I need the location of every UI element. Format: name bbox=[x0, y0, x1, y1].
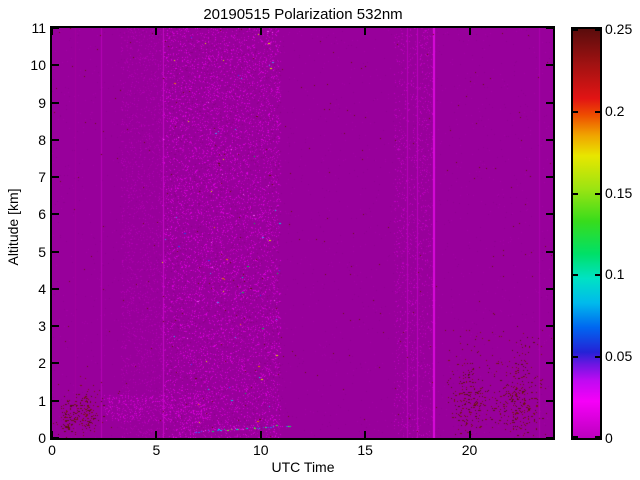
y-tick-label: 4 bbox=[38, 280, 46, 297]
y-tick-mark-right bbox=[546, 101, 553, 104]
x-tick-label: 10 bbox=[252, 442, 269, 458]
colorbar-tick-label: 0.1 bbox=[605, 266, 625, 283]
colorbar-tick-label: 0.25 bbox=[605, 21, 633, 37]
x-axis-label: UTC Time bbox=[271, 459, 335, 475]
y-tick-mark-right bbox=[546, 325, 553, 328]
colorbar-tick-label: 0.2 bbox=[605, 102, 625, 119]
y-tick-mark-right bbox=[546, 138, 553, 141]
y-tick-mark bbox=[52, 101, 59, 104]
colorbar-tick-mark bbox=[573, 110, 578, 113]
y-tick-mark bbox=[52, 399, 59, 402]
x-tick-mark-top bbox=[468, 28, 471, 35]
y-tick-mark bbox=[52, 325, 59, 328]
y-tick-mark-right bbox=[546, 27, 553, 29]
x-tick-label: 15 bbox=[357, 442, 373, 458]
x-tick-mark-top bbox=[51, 28, 53, 35]
y-tick-mark-right bbox=[546, 250, 553, 253]
y-tick-label: 3 bbox=[38, 318, 46, 335]
y-tick-label: 8 bbox=[38, 131, 46, 148]
colorbar-tick-mark bbox=[573, 356, 578, 359]
colorbar-tick-mark bbox=[573, 436, 578, 438]
y-tick-mark-right bbox=[546, 287, 553, 290]
colorbar-tick-label: 0.15 bbox=[605, 184, 633, 201]
y-tick-label: 5 bbox=[38, 243, 46, 260]
y-tick-mark bbox=[52, 362, 59, 365]
y-tick-label: 11 bbox=[31, 20, 46, 36]
y-tick-label: 1 bbox=[38, 392, 46, 409]
colorbar-tick-mark-right bbox=[595, 192, 600, 195]
x-tick-mark-top bbox=[364, 28, 367, 35]
y-tick-label: 9 bbox=[38, 94, 46, 111]
y-tick-label: 10 bbox=[30, 57, 46, 74]
chart-title: 20190515 Polarization 532nm bbox=[203, 6, 403, 23]
x-tick-label: 5 bbox=[152, 442, 161, 458]
y-tick-mark bbox=[52, 287, 59, 290]
x-tick-mark-top bbox=[259, 28, 262, 35]
y-axis-label: Altitude [km] bbox=[5, 188, 21, 266]
y-tick-mark-right bbox=[546, 176, 553, 179]
y-tick-mark-right bbox=[546, 399, 553, 402]
x-tick-mark bbox=[155, 431, 158, 438]
colorbar-tick-mark-right bbox=[595, 274, 600, 277]
colorbar-tick-mark bbox=[573, 274, 578, 277]
y-tick-mark bbox=[52, 138, 59, 141]
y-tick-mark bbox=[52, 27, 59, 29]
y-tick-label: 0 bbox=[38, 430, 46, 446]
y-tick-mark bbox=[52, 176, 59, 179]
y-tick-mark bbox=[52, 437, 59, 439]
x-tick-mark bbox=[364, 431, 367, 438]
y-tick-mark bbox=[52, 250, 59, 253]
colorbar-tick-mark bbox=[573, 29, 578, 31]
y-tick-label: 7 bbox=[38, 169, 46, 186]
colorbar-tick-mark-right bbox=[595, 29, 600, 31]
axes-box bbox=[50, 26, 555, 440]
y-tick-mark bbox=[52, 64, 59, 67]
x-tick-label: 0 bbox=[48, 442, 56, 458]
colorbar-tick-label: 0.05 bbox=[605, 348, 633, 365]
heatmap-canvas bbox=[52, 28, 553, 438]
colorbar-gradient bbox=[573, 29, 600, 438]
x-tick-label: 20 bbox=[461, 442, 478, 458]
x-tick-mark-top bbox=[155, 28, 158, 35]
colorbar-tick-mark bbox=[573, 192, 578, 195]
y-tick-label: 6 bbox=[38, 206, 46, 223]
x-tick-mark bbox=[51, 431, 53, 438]
colorbar-tick-mark-right bbox=[595, 356, 600, 359]
y-tick-mark-right bbox=[546, 437, 553, 439]
y-tick-mark-right bbox=[546, 64, 553, 67]
x-tick-mark bbox=[468, 431, 471, 438]
y-tick-label: 2 bbox=[38, 355, 46, 372]
y-tick-mark bbox=[52, 213, 59, 216]
colorbar-tick-mark-right bbox=[595, 436, 600, 438]
x-tick-mark bbox=[259, 431, 262, 438]
y-tick-mark-right bbox=[546, 213, 553, 216]
colorbar-tick-label: 0 bbox=[605, 430, 613, 446]
colorbar-tick-mark-right bbox=[595, 110, 600, 113]
y-tick-mark-right bbox=[546, 362, 553, 365]
colorbar-box bbox=[571, 27, 602, 440]
